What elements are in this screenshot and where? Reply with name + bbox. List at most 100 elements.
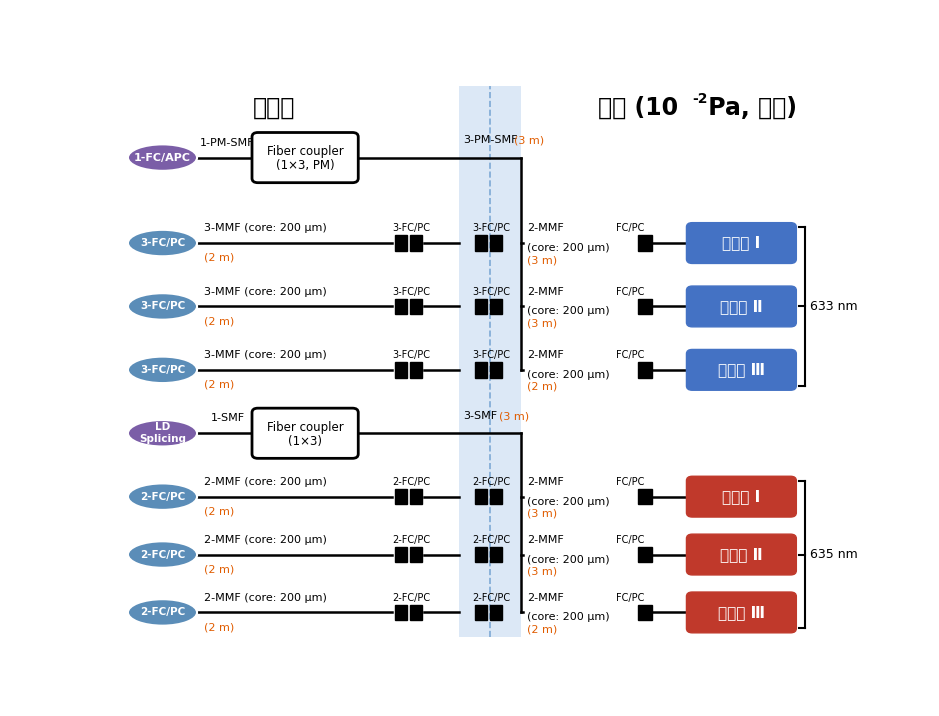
Text: 2-MMF (core: 200 μm): 2-MMF (core: 200 μm) (205, 535, 327, 545)
Bar (395, 236, 407, 251)
Bar (490, 547, 502, 562)
Text: 3-FC/PC: 3-FC/PC (140, 238, 185, 248)
Text: 3-MMF (core: 200 μm): 3-MMF (core: 200 μm) (205, 350, 327, 360)
Text: 635 nm: 635 nm (810, 548, 858, 561)
Bar (639, 299, 652, 314)
Text: (core: 200 μm): (core: 200 μm) (527, 554, 609, 564)
Text: (3 m): (3 m) (514, 135, 544, 145)
Text: FC/PC: FC/PC (616, 223, 644, 233)
Bar (395, 547, 407, 562)
Text: (3 m): (3 m) (527, 319, 557, 329)
Ellipse shape (128, 230, 197, 256)
Bar (490, 605, 502, 620)
Text: (2 m): (2 m) (527, 382, 558, 392)
Bar (395, 299, 407, 314)
Text: (3 m): (3 m) (527, 255, 557, 265)
Text: 간섭계 Ⅱ: 간섭계 Ⅱ (720, 299, 762, 314)
Text: 3-FC/PC: 3-FC/PC (472, 286, 511, 296)
Bar (475, 489, 486, 504)
FancyBboxPatch shape (252, 408, 359, 458)
Text: FC/PC: FC/PC (616, 593, 644, 602)
Text: 대기압: 대기압 (253, 96, 295, 120)
Bar (475, 362, 486, 377)
Bar (639, 362, 652, 377)
Text: 진직도 Ⅲ: 진직도 Ⅲ (718, 605, 765, 620)
Text: FC/PC: FC/PC (616, 535, 644, 545)
Text: 3-FC/PC: 3-FC/PC (393, 350, 430, 360)
Text: 3-SMF: 3-SMF (463, 411, 497, 421)
Text: Fiber coupler: Fiber coupler (267, 145, 344, 158)
Text: 2-MMF: 2-MMF (527, 593, 563, 602)
Bar (639, 547, 652, 562)
FancyBboxPatch shape (686, 223, 796, 263)
Text: (3 m): (3 m) (527, 509, 557, 519)
Bar (639, 489, 652, 504)
Text: 1-SMF: 1-SMF (210, 413, 244, 423)
Text: (2 m): (2 m) (205, 507, 235, 516)
Text: 2-FC/PC: 2-FC/PC (140, 607, 185, 617)
Ellipse shape (128, 145, 197, 171)
Text: (core: 200 μm): (core: 200 μm) (527, 306, 609, 316)
Text: 2-MMF: 2-MMF (527, 286, 563, 296)
Text: (2 m): (2 m) (205, 622, 235, 632)
Text: 2-MMF: 2-MMF (527, 535, 563, 545)
Text: 진직도 Ⅱ: 진직도 Ⅱ (720, 547, 762, 562)
FancyBboxPatch shape (686, 476, 796, 517)
Text: LD
Splicing: LD Splicing (139, 422, 186, 444)
Text: 2-FC/PC: 2-FC/PC (472, 593, 511, 602)
Bar (490, 236, 502, 251)
Ellipse shape (128, 357, 197, 383)
Text: 3-FC/PC: 3-FC/PC (472, 223, 511, 233)
Bar (410, 362, 422, 377)
Text: 3-FC/PC: 3-FC/PC (393, 286, 430, 296)
Bar (395, 362, 407, 377)
Bar (395, 489, 407, 504)
Text: FC/PC: FC/PC (616, 350, 644, 360)
Text: 633 nm: 633 nm (810, 300, 858, 313)
Text: 3-MMF (core: 200 μm): 3-MMF (core: 200 μm) (205, 286, 327, 296)
Bar (410, 605, 422, 620)
Text: (3 m): (3 m) (527, 566, 557, 576)
Text: 2-FC/PC: 2-FC/PC (393, 477, 431, 487)
Bar (475, 605, 486, 620)
Text: 간섭계 Ⅲ: 간섭계 Ⅲ (718, 362, 765, 377)
Bar (410, 299, 422, 314)
Bar (490, 362, 502, 377)
Text: 진직도 Ⅰ: 진직도 Ⅰ (722, 489, 761, 504)
Text: 3-FC/PC: 3-FC/PC (393, 223, 430, 233)
Text: 2-FC/PC: 2-FC/PC (472, 477, 511, 487)
Text: (2 m): (2 m) (205, 316, 235, 326)
Text: (2 m): (2 m) (527, 624, 558, 634)
Text: 간섭계 Ⅰ: 간섭계 Ⅰ (722, 236, 761, 251)
Ellipse shape (128, 294, 197, 319)
Text: -2: -2 (692, 92, 708, 106)
Text: 3-FC/PC: 3-FC/PC (140, 301, 185, 311)
Bar (395, 605, 407, 620)
Bar (475, 299, 486, 314)
Text: 3-MMF (core: 200 μm): 3-MMF (core: 200 μm) (205, 223, 327, 233)
Text: (1×3): (1×3) (288, 435, 322, 448)
Text: 2-MMF: 2-MMF (527, 350, 563, 360)
Text: (core: 200 μm): (core: 200 μm) (527, 243, 609, 253)
Ellipse shape (128, 541, 197, 568)
Text: 진공 (10: 진공 (10 (598, 96, 678, 120)
Text: 3-FC/PC: 3-FC/PC (140, 365, 185, 375)
Text: (core: 200 μm): (core: 200 μm) (527, 612, 609, 622)
Bar (410, 489, 422, 504)
Text: (2 m): (2 m) (205, 379, 235, 390)
Text: FC/PC: FC/PC (616, 286, 644, 296)
FancyBboxPatch shape (686, 534, 796, 575)
Text: 1-PM-SMF: 1-PM-SMF (200, 137, 254, 147)
Bar (490, 489, 502, 504)
Bar (639, 605, 652, 620)
Ellipse shape (128, 420, 197, 447)
Ellipse shape (128, 483, 197, 510)
Text: 2-FC/PC: 2-FC/PC (140, 492, 185, 502)
Text: 2-FC/PC: 2-FC/PC (472, 535, 511, 545)
FancyBboxPatch shape (686, 592, 796, 633)
Text: 2-FC/PC: 2-FC/PC (393, 535, 431, 545)
Text: Fiber coupler: Fiber coupler (267, 420, 344, 434)
Text: 3-PM-SMF: 3-PM-SMF (463, 135, 517, 145)
Bar (475, 547, 486, 562)
Text: 2-MMF (core: 200 μm): 2-MMF (core: 200 μm) (205, 593, 327, 602)
